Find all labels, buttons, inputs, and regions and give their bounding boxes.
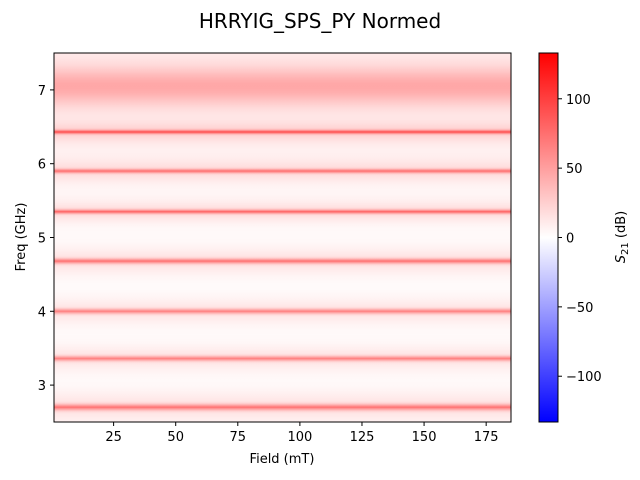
y-tick-label: 6: [38, 158, 46, 173]
colorbar-tick-label: 100: [566, 93, 591, 108]
colorbar-label: S21 (dB): [614, 211, 631, 263]
x-tick-label: 75: [230, 430, 247, 445]
x-tick-label: 25: [105, 430, 122, 445]
colorbar-gradient: [539, 53, 558, 422]
x-axis: 25 50 75 100 125 150 175: [105, 422, 499, 445]
colorbar-tick-label: 50: [566, 162, 583, 177]
colorbar-tick-label: 0: [566, 232, 574, 247]
colorbar-label-main: S: [614, 255, 629, 263]
chart-title: HRRYIG_SPS_PY Normed: [199, 9, 441, 33]
x-tick-label: 125: [350, 430, 375, 445]
colorbar-ticks: −100 −50 0 50 100: [558, 93, 602, 385]
y-tick-label: 4: [38, 305, 46, 320]
colorbar-tick-label: −100: [566, 370, 602, 385]
heatmap-image: [54, 53, 511, 422]
y-tick-label: 7: [38, 84, 46, 99]
x-tick-label: 100: [287, 430, 312, 445]
resonance-lines: [54, 131, 511, 408]
colorbar-label-sub: 21: [620, 242, 631, 255]
y-axis: 3 4 5 6 7: [38, 84, 54, 394]
colorbar: −100 −50 0 50 100 S21 (dB): [538, 52, 631, 423]
x-tick-label: 175: [474, 430, 499, 445]
x-tick-label: 50: [167, 430, 184, 445]
y-tick-label: 3: [38, 379, 46, 394]
x-tick-label: 150: [412, 430, 437, 445]
colorbar-tick-label: −50: [566, 301, 593, 316]
y-tick-label: 5: [38, 232, 46, 247]
plot-area: [53, 52, 512, 423]
colorbar-label-unit: (dB): [614, 211, 629, 242]
y-axis-label: Freq (GHz): [14, 203, 29, 272]
x-axis-label: Field (mT): [250, 452, 315, 467]
